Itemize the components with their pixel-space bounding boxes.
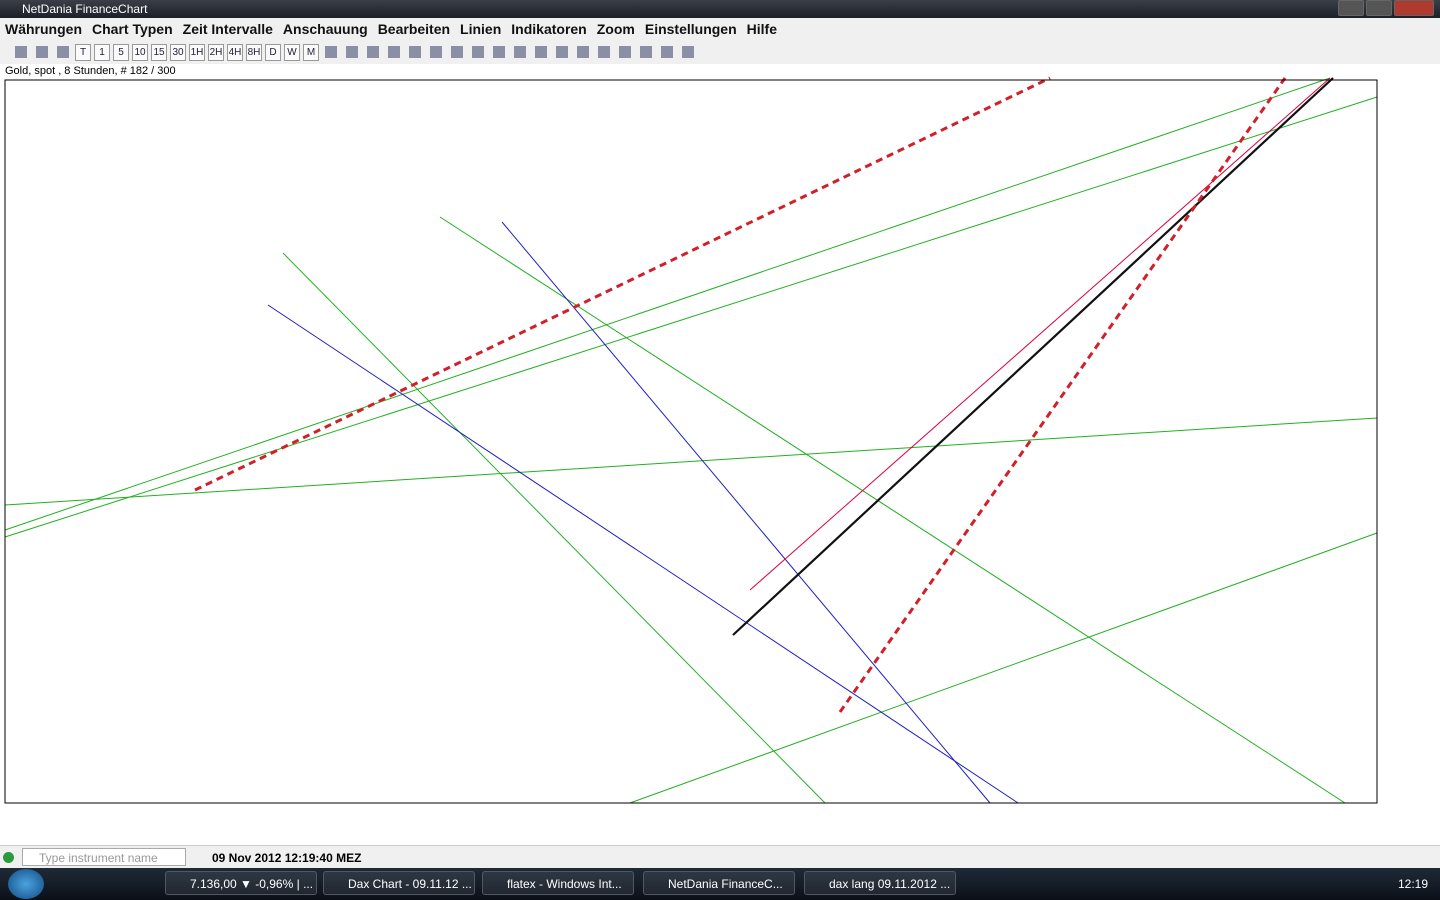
task-button[interactable]: dax lang 09.11.2012 ...	[804, 871, 956, 895]
trend-line	[439, 216, 1346, 804]
taskbar: 12:19 7.136,00 ▼ -0,96% | ... Dax Chart - …	[0, 868, 1440, 900]
status-bar: Type instrument name 09 Nov 2012 12:19:4…	[0, 845, 1440, 869]
trend-line	[282, 252, 826, 804]
icon[interactable]	[367, 46, 379, 58]
icon[interactable]	[640, 46, 652, 58]
menu-item[interactable]: Bearbeiten	[377, 21, 451, 37]
trend-line	[4, 96, 1378, 538]
interval-button[interactable]: 5	[113, 43, 129, 61]
minimize[interactable]	[1338, 0, 1364, 16]
trend-line	[732, 77, 1334, 636]
datetime: 09 Nov 2012 12:19:40 MEZ	[212, 851, 362, 865]
menu-item[interactable]: Anschauung	[282, 21, 368, 37]
menu-item[interactable]: Einstellungen	[644, 21, 737, 37]
trend-line	[4, 417, 1378, 506]
toolbar: T 1 5 10 15 30 1H 2H 4H 8H D W M	[0, 40, 1440, 64]
trend-line	[267, 304, 1019, 804]
icon[interactable]	[514, 46, 526, 58]
menu-item[interactable]: Zeit Intervalle	[182, 21, 273, 37]
task-button[interactable]: Dax Chart - 09.11.12 ...	[323, 871, 475, 895]
menu-item[interactable]: Hilfe	[746, 21, 777, 37]
icon[interactable]	[430, 46, 442, 58]
interval-button[interactable]: 30	[170, 43, 186, 61]
icon[interactable]	[15, 46, 27, 58]
chart-bg	[0, 64, 1440, 845]
interval-button[interactable]: W	[284, 43, 300, 61]
plot-frame	[4, 79, 1378, 804]
icon[interactable]	[619, 46, 631, 58]
icon[interactable]	[661, 46, 673, 58]
icon[interactable]	[535, 46, 547, 58]
task-button[interactable]: 7.136,00 ▼ -0,96% | ...	[165, 871, 317, 895]
interval-button[interactable]: M	[303, 43, 319, 61]
trend-line	[749, 77, 1331, 591]
interval-button[interactable]: 10	[132, 43, 148, 61]
search-box[interactable]: Type instrument name	[22, 848, 186, 866]
icon[interactable]	[36, 46, 48, 58]
trend-line	[194, 76, 1051, 492]
chart	[0, 64, 1440, 845]
icon[interactable]	[556, 46, 568, 58]
interval-button[interactable]: 4H	[227, 43, 243, 61]
menu-bar: Währungen Chart Typen Zeit Intervalle Ansch…	[0, 18, 1440, 40]
title-bar: NetDania FinanceChart	[0, 0, 1440, 18]
maximize[interactable]	[1366, 0, 1392, 16]
icon[interactable]	[472, 46, 484, 58]
interval-button[interactable]: 1H	[189, 43, 205, 61]
menu-item[interactable]: Währungen	[5, 21, 82, 37]
menu-item[interactable]: Linien	[460, 21, 502, 37]
interval-button[interactable]: 8H	[246, 43, 262, 61]
icon[interactable]	[493, 46, 505, 58]
trend-line	[4, 77, 1331, 531]
interval-button[interactable]: T	[75, 43, 91, 61]
interval-button[interactable]: 15	[151, 43, 167, 61]
trend-line	[501, 221, 991, 804]
trend-line	[629, 532, 1378, 804]
icon[interactable]	[409, 46, 421, 58]
window-buttons	[1338, 0, 1434, 16]
window-title: NetDania FinanceChart	[22, 2, 148, 16]
icon[interactable]	[346, 46, 358, 58]
interval-button[interactable]: D	[265, 43, 281, 61]
status-dot	[3, 852, 14, 863]
trend-line	[838, 77, 1287, 713]
start-button[interactable]	[8, 869, 44, 899]
task-button[interactable]: NetDania FinanceC...	[643, 871, 795, 895]
menu-item[interactable]: Zoom	[596, 21, 635, 37]
icon[interactable]	[598, 46, 610, 58]
icon[interactable]	[325, 46, 337, 58]
menu-item[interactable]: Indikatoren	[511, 21, 587, 37]
icon[interactable]	[682, 46, 694, 58]
icon[interactable]	[451, 46, 463, 58]
icon[interactable]	[577, 46, 589, 58]
interval-button[interactable]: 2H	[208, 43, 224, 61]
menu-item[interactable]: Chart Typen	[92, 21, 173, 37]
close[interactable]	[1394, 0, 1434, 16]
instrument-info: Gold, spot , 8 Stunden, # 182 / 300	[5, 65, 176, 77]
icon[interactable]	[57, 46, 69, 58]
trend-lines	[4, 76, 1378, 804]
interval-button[interactable]: 1	[94, 43, 110, 61]
icon[interactable]	[388, 46, 400, 58]
clock: 12:19	[1397, 877, 1428, 891]
task-button[interactable]: flatex - Windows Int...	[482, 871, 634, 895]
